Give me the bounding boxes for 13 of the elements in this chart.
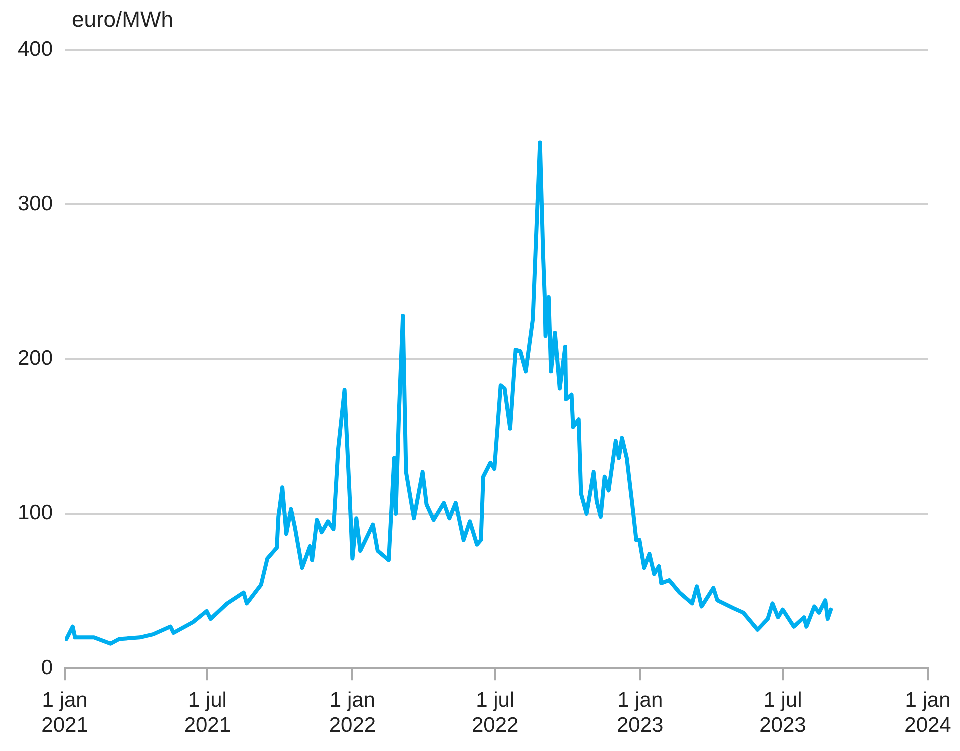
x-tick-label: 1 jan 2024 [904, 688, 952, 738]
x-tick-label: 1 jul 2023 [760, 688, 806, 738]
x-tick-label: 1 jul 2022 [472, 688, 519, 738]
x-tick-label: 1 jul 2021 [184, 688, 232, 738]
x-tick-label: 1 jan 2023 [616, 688, 664, 738]
y-tick-label: 200 [18, 347, 54, 370]
x-tick-label: 1 jan 2022 [329, 688, 376, 738]
y-axis-title: euro/MWh [72, 7, 174, 32]
x-tick-label: 1 jan 2021 [42, 688, 88, 738]
y-tick-label: 400 [18, 38, 54, 61]
y-tick-label: 0 [41, 656, 54, 680]
y-tick-label: 100 [18, 502, 54, 525]
y-tick-label: 300 [18, 192, 54, 216]
